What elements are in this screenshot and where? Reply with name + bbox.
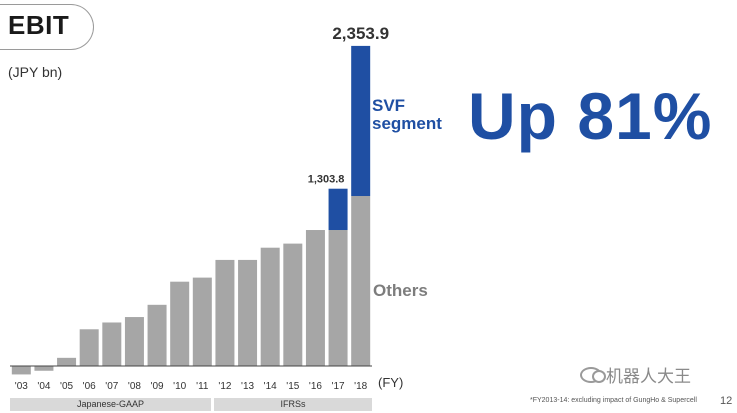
watermark: 机器人大王 (580, 362, 691, 387)
footnote: *FY2013-14: excluding impact of GungHo &… (530, 397, 697, 404)
bar-others-5 (124, 317, 144, 366)
x-tick-label: '03 (15, 381, 28, 392)
chart-title: EBIT (8, 10, 70, 40)
bar-others-3 (79, 329, 99, 366)
chat-bubble-icon (580, 366, 606, 383)
others-segment-label: Others (373, 281, 428, 300)
bar-others-13 (305, 230, 325, 366)
bar-others-1 (34, 366, 54, 371)
x-tick-label: '05 (60, 381, 73, 392)
x-tick-label: '14 (264, 381, 277, 392)
bar-others-15 (351, 196, 371, 366)
bar-others-12 (283, 243, 303, 366)
watermark-text: 机器人大王 (606, 367, 691, 386)
x-tick-label: '12 (218, 381, 231, 392)
x-tick-label: '16 (309, 381, 322, 392)
band-ifrs: IFRSs (214, 398, 372, 411)
title-pill (0, 4, 94, 50)
bar-others-8 (192, 277, 212, 366)
bar-others-0 (11, 366, 31, 375)
x-tick-label: '06 (83, 381, 96, 392)
bar-others-9 (215, 259, 235, 366)
bar-svf-14 (328, 188, 348, 231)
x-tick-label: '04 (37, 381, 50, 392)
fy-axis-label: (FY) (378, 375, 404, 390)
band-japanese-gaap: Japanese-GAAP (10, 398, 211, 411)
x-tick-label: '10 (173, 381, 186, 392)
growth-headline: Up 81% (468, 79, 713, 153)
bar-others-10 (238, 259, 258, 366)
x-tick-label: '17 (332, 381, 345, 392)
x-tick-label: '08 (128, 381, 141, 392)
bar-others-6 (147, 304, 167, 366)
total-annotation: 1,303.8 (308, 174, 345, 186)
x-tick-label: '09 (151, 381, 164, 392)
bar-others-2 (57, 357, 77, 366)
bar-others-14 (328, 230, 348, 366)
page-number: 12 (720, 395, 733, 407)
bar-svf-15 (351, 45, 371, 197)
svf-segment-label: SVF segment (372, 97, 442, 133)
x-tick-label: '18 (354, 381, 367, 392)
bar-others-4 (102, 322, 122, 366)
x-tick-label: '07 (105, 381, 118, 392)
x-tick-label: '13 (241, 381, 254, 392)
bar-others-7 (170, 281, 190, 366)
bar-others-11 (260, 247, 280, 366)
svf-segment-label-text: SVF segment (372, 96, 442, 133)
x-tick-label: '11 (196, 381, 209, 392)
x-tick-label: '15 (286, 381, 299, 392)
total-annotation: 2,353.9 (332, 24, 389, 43)
unit-label: (JPY bn) (8, 64, 63, 80)
